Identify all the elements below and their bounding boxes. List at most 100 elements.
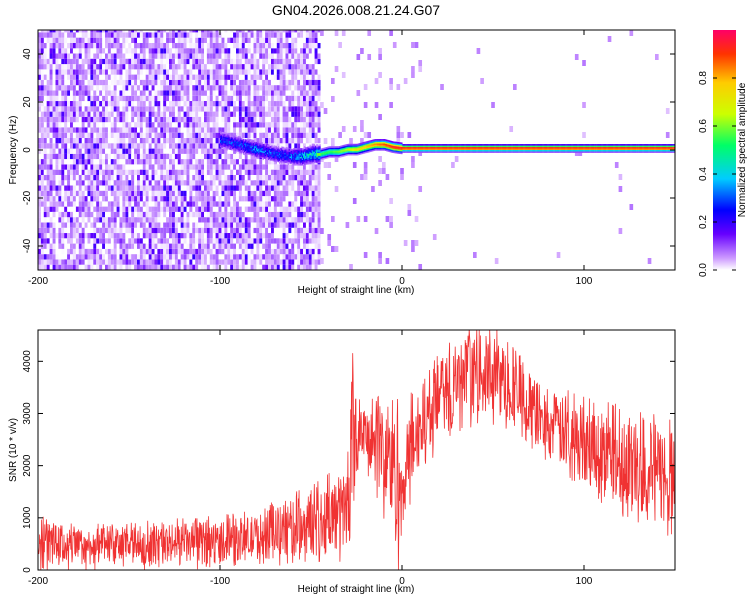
spectrogram-cell [227, 106, 231, 112]
spectrogram-ridge-cell [283, 156, 285, 159]
spectrogram-cell [151, 206, 155, 212]
spectrogram-ridge-cell [285, 155, 287, 158]
spectrogram-ridge-cell [262, 144, 264, 146]
spectrogram-ridge-cell [267, 145, 269, 147]
spectrogram-cell [244, 190, 248, 197]
spectrogram-cell [70, 37, 73, 43]
spectrogram-cell [300, 201, 304, 207]
spectrogram-cell [166, 227, 170, 234]
spectrogram-cell [134, 217, 138, 223]
spectrogram-cell [224, 196, 228, 202]
spectrogram-cell [72, 138, 76, 144]
spectrogram-cell [172, 30, 175, 33]
spectrogram-cell [87, 48, 91, 54]
spectrogram-ridge-cell [281, 156, 283, 159]
spectrogram-cell [177, 185, 181, 191]
spectrogram-cell [253, 30, 257, 33]
spectrogram-cell [90, 190, 94, 197]
spectrogram-cell [87, 58, 91, 65]
spectrogram-cell [154, 259, 158, 265]
spectrogram-cell [385, 216, 390, 222]
spectrogram-cell [128, 243, 132, 249]
spectrogram-cell [75, 64, 79, 70]
spectrogram-cell [87, 153, 91, 160]
spectrogram-cell [206, 116, 210, 123]
spectrogram-cell [250, 196, 254, 202]
spectrogram-ridge-cell [252, 151, 255, 154]
spectrogram-cell [209, 53, 213, 59]
spectrogram-ridge-cell [306, 148, 308, 151]
spectrogram-cell [84, 201, 88, 207]
spectrogram-cell [107, 116, 111, 123]
spectrogram-cell [55, 101, 59, 107]
spectrogram-cell [43, 175, 47, 181]
spectrogram-cell [221, 164, 225, 170]
spectrogram-cell [43, 30, 47, 33]
spectrogram-cell [172, 64, 175, 70]
spectrogram-ridge-cell [220, 131, 222, 133]
spectrogram-cell [236, 217, 239, 223]
spectrogram-cell [209, 101, 213, 107]
spectrogram-cell [145, 32, 149, 38]
spectrogram-cell [378, 180, 382, 186]
spectrogram-ridge-cell [305, 160, 307, 162]
spectrogram-cell [52, 259, 56, 265]
spectrogram-cell [87, 85, 91, 91]
spectrogram-cell [291, 138, 295, 144]
spectrogram-ridge-cell [320, 148, 322, 151]
spectrogram-cell [148, 85, 152, 91]
spectrogram-cell [285, 37, 289, 43]
spectrogram-cell [218, 148, 222, 154]
spectrogram-cell [52, 148, 56, 154]
spectrogram-cell [268, 201, 271, 207]
spectrogram-cell [230, 217, 234, 223]
spectrogram-cell [145, 43, 149, 49]
spectrogram-cell [247, 196, 251, 202]
spectrogram-ridge-cell [282, 159, 284, 162]
spectrogram-ridge-cell [237, 140, 239, 142]
spectrogram-ridge-cell [223, 139, 225, 141]
spectrogram-cell [607, 36, 612, 42]
spectrogram-cell [102, 101, 106, 107]
spectrogram-cell [49, 233, 53, 239]
spectrogram-cell [227, 190, 231, 197]
spectrogram-cell [201, 122, 205, 128]
spectrogram-cell [227, 243, 231, 249]
spectrogram-cell [206, 101, 210, 107]
spectrogram-cell [233, 79, 237, 86]
spectrogram-cell [64, 116, 68, 123]
spectrogram-cell [61, 90, 65, 96]
spectrogram-cell [273, 111, 277, 117]
spectrogram-cell [58, 164, 62, 170]
spectrogram-ridge-cell [277, 159, 280, 161]
spectrogram-ridge-cell [234, 137, 236, 140]
spectrogram-cell [285, 222, 289, 228]
spectrogram-cell [192, 43, 196, 49]
spectrogram-ridge-cell [263, 150, 265, 152]
spectrogram-cell [285, 116, 289, 123]
spectrogram-cell [172, 248, 175, 255]
spectrogram-cell [128, 85, 132, 91]
spectrogram-ridge-cell [293, 163, 295, 166]
spectrogram-cell [282, 106, 286, 112]
spectrogram-cell [119, 127, 123, 133]
spectrogram-cell [279, 243, 283, 249]
spectrogram-cell [166, 111, 170, 117]
spectrogram-cell [334, 66, 339, 72]
spectrogram-cell [163, 43, 167, 49]
spectrogram-cell [250, 206, 254, 212]
spectrogram-cell [58, 69, 62, 75]
spectrogram-cell [480, 78, 484, 84]
spectrogram-ridge-cell [317, 151, 319, 154]
spectrogram-cell [218, 79, 222, 86]
spectrogram-cell [221, 64, 225, 70]
spectrogram-ridge-cell [226, 143, 228, 145]
spectrogram-cell [67, 43, 71, 49]
spectrogram-ridge-cell [252, 152, 255, 155]
spectrogram-ridge-cell [242, 144, 245, 147]
spectrogram-cell [75, 143, 79, 149]
spectrogram-cell [122, 58, 126, 65]
spectrogram-cell [90, 132, 94, 138]
spectrogram-cell [163, 254, 167, 260]
spectrogram-ridge-cell [277, 157, 280, 160]
